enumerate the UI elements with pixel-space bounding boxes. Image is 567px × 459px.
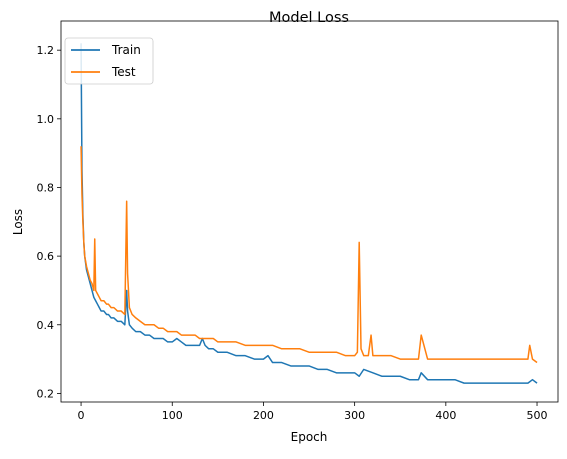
x-tick-label: 100 (162, 409, 183, 422)
chart-title: Model Loss (269, 10, 349, 26)
x-axis-label: Epoch (291, 430, 328, 444)
y-axis-label: Loss (11, 209, 25, 235)
x-tick-label: 400 (435, 409, 456, 422)
series-layer (80, 43, 538, 384)
series-line-train (80, 43, 538, 384)
x-tick-label: 200 (253, 409, 274, 422)
y-tick-label: 1.0 (37, 113, 55, 126)
y-tick-label: 0.2 (37, 387, 55, 400)
y-tick-label: 0.6 (37, 250, 55, 263)
x-tick-label: 300 (344, 409, 365, 422)
y-tick-label: 0.4 (37, 319, 55, 332)
x-tick-label: 0 (78, 409, 85, 422)
x-tick-label: 500 (527, 409, 548, 422)
legend: Train Test (64, 37, 154, 85)
legend-label-train: Train (111, 43, 141, 57)
x-axis-ticks: 0 100 200 300 400 500 (78, 402, 548, 422)
legend-label-test: Test (111, 65, 136, 79)
y-tick-label: 0.8 (37, 181, 55, 194)
y-tick-label: 1.2 (37, 44, 55, 57)
plot-frame (60, 20, 559, 403)
y-axis-ticks: 0.2 0.4 0.6 0.8 1.0 1.2 (37, 44, 61, 400)
series-line-test (80, 146, 538, 364)
